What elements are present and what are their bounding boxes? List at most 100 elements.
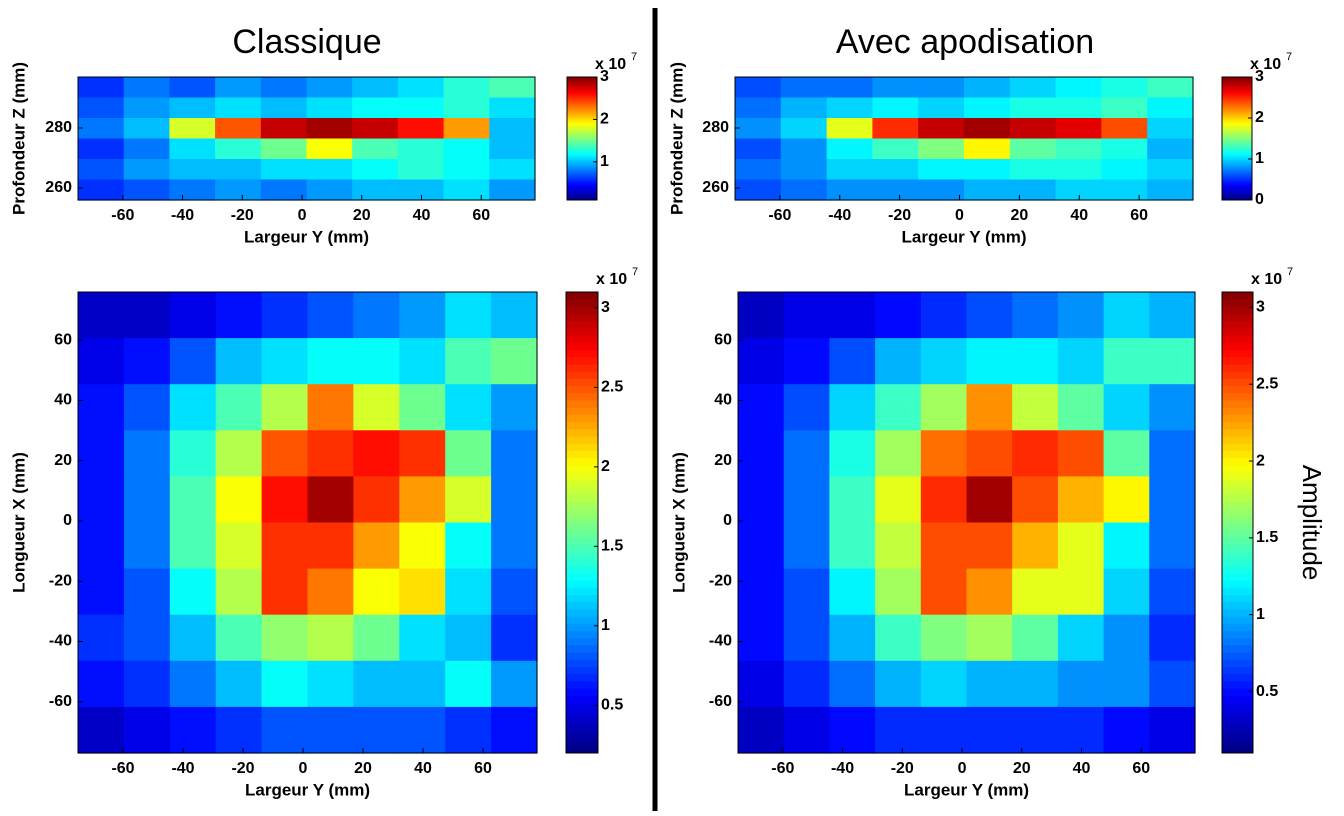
heat-cell (123, 568, 171, 616)
colorbar-swatch (566, 400, 598, 408)
heat-cell (123, 97, 170, 119)
colorbar-swatch (566, 486, 598, 495)
heat-cell (1009, 159, 1057, 181)
colorbar-swatch (1222, 292, 1253, 300)
colorbar-swatch (567, 167, 597, 170)
colorbar-swatch (1222, 82, 1252, 86)
colorbar-swatch (1222, 159, 1252, 163)
y-tick-label: 20 (714, 452, 732, 469)
colorbar-swatch (567, 171, 597, 174)
x-tick-label: 40 (413, 207, 431, 224)
heat-cell (443, 179, 490, 201)
colorbar-swatch (1222, 673, 1253, 682)
heat-cell (1103, 476, 1150, 524)
heat-cell (875, 660, 922, 708)
heat-cell (872, 118, 919, 140)
colorbar-swatch (566, 601, 598, 610)
y-tick-label: 60 (714, 331, 732, 348)
heat-cell (352, 138, 399, 160)
heat-cell (780, 159, 828, 181)
colorbar-swatch (1222, 163, 1252, 166)
colorbar-swatch (567, 194, 597, 197)
colorbar-tick-label: 1 (600, 153, 609, 170)
colorbar-swatch (566, 436, 598, 444)
colorbar-tick-label: 0.5 (601, 697, 623, 714)
colorbar-swatch (566, 335, 598, 343)
colorbar-swatch (566, 421, 598, 430)
colorbar-swatch (1222, 105, 1252, 109)
colorbar-swatch (566, 688, 598, 696)
heat-cell (261, 430, 309, 477)
heat-cell (306, 138, 353, 160)
colorbar-tick-label: 3 (600, 68, 609, 85)
colorbar-swatch (567, 84, 597, 88)
heat-cell (920, 430, 968, 477)
heat-cell (1103, 614, 1150, 662)
x-tick-label: 40 (1073, 760, 1091, 777)
colorbar-swatch (1222, 695, 1253, 704)
heat-cell (443, 77, 490, 99)
colorbar-swatch (1222, 659, 1253, 668)
heat-cell (215, 159, 262, 181)
heat-cell (169, 522, 217, 570)
colorbar-swatch (1222, 134, 1252, 138)
heat-cell (783, 660, 830, 708)
heat-cell (261, 614, 309, 662)
heat-cell (1147, 97, 1194, 119)
heat-cell (123, 138, 170, 160)
heat-cell (215, 292, 263, 339)
colorbar-tick-label: 1.5 (601, 538, 623, 555)
heat-cell (875, 338, 922, 385)
heat-cell (1101, 159, 1148, 181)
colorbar-swatch (566, 695, 598, 704)
heat-cell (261, 660, 309, 708)
y-tick-label: 20 (54, 452, 72, 469)
colorbar-swatch (566, 644, 598, 653)
colorbar-swatch (566, 378, 598, 387)
heat-cell (1147, 118, 1194, 140)
heat-cell (1055, 138, 1102, 160)
colorbar-tick-label: 2.5 (601, 379, 623, 396)
heat-cell (826, 138, 873, 160)
heat-cell (78, 660, 125, 708)
colorbar-swatch (566, 716, 598, 725)
colorbar-swatch (1222, 100, 1252, 103)
colorbar-swatch (1222, 161, 1252, 164)
x-tick-label: 20 (354, 760, 372, 777)
heat-cell (353, 430, 400, 477)
heat-cell (307, 292, 354, 339)
heat-cell (215, 138, 262, 160)
heat-cell (489, 118, 536, 140)
heat-cell (169, 384, 217, 431)
x-tick-label: -20 (891, 760, 914, 777)
colorbar-swatch (1222, 414, 1253, 423)
heat-cell (307, 660, 354, 708)
heat-cell (169, 430, 217, 477)
colorbar-tick-label: 1 (1256, 606, 1265, 623)
heat-cell (1012, 660, 1059, 708)
heat-cell (1057, 338, 1105, 385)
heat-cell (1101, 118, 1148, 140)
colorbar-swatch (1222, 92, 1252, 95)
heat-cell (260, 179, 308, 201)
x-tick-label: 60 (1130, 207, 1148, 224)
heat-cell (397, 97, 445, 119)
colorbar-swatch (1222, 115, 1252, 118)
colorbar-swatch (566, 637, 598, 646)
colorbar-swatch (567, 100, 597, 103)
colorbar-swatch (1222, 608, 1253, 617)
colorbar-swatch (566, 666, 598, 675)
colorbar-swatch (566, 457, 598, 466)
colorbar-swatch (1222, 128, 1252, 132)
heat-cell (738, 476, 785, 524)
heat-cell (352, 77, 399, 99)
colorbar-swatch (1222, 198, 1252, 201)
colorbar-swatch (1222, 407, 1253, 415)
colorbar-tick-label: 1.5 (1256, 529, 1278, 546)
y-axis-label: Longueur X (mm) (669, 452, 688, 593)
heat-cell (307, 522, 354, 570)
colorbar-swatch (567, 105, 597, 109)
heat-cell (872, 179, 919, 201)
colorbar-swatch (1222, 349, 1253, 358)
heat-cell (826, 77, 873, 99)
